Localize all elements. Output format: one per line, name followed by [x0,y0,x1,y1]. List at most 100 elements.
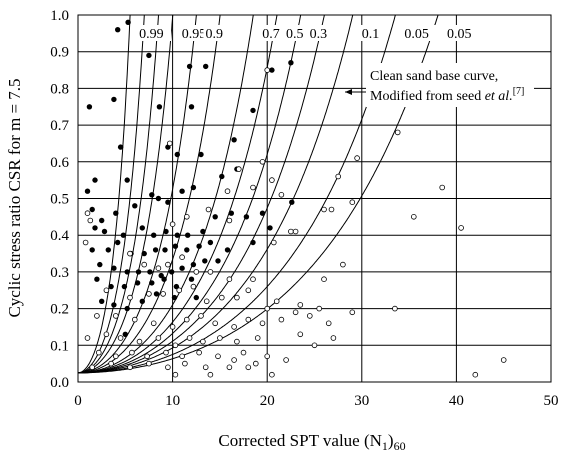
y-tick-label-5: 0.5 [50,192,69,208]
data-points [82,19,507,378]
open-point-7 [278,192,285,198]
curve-label-12: 0.05 [447,27,472,42]
filled-point-8 [188,104,195,110]
filled-point-57 [124,269,130,275]
open-point-80 [311,342,318,349]
open-point-55 [340,261,346,268]
open-point-29 [155,265,162,272]
open-point-34 [226,276,233,283]
filled-point-82 [153,291,160,297]
open-point-40 [176,287,183,294]
open-point-24 [84,210,91,217]
filled-point-56 [111,265,117,271]
filled-point-81 [139,298,145,304]
x-axis-label-sub2: 60 [394,439,406,453]
open-point-66 [259,320,266,327]
open-point-21 [205,206,212,213]
filled-point-53 [196,243,202,249]
open-point-85 [163,349,169,356]
filled-point-32 [101,228,108,235]
open-point-105 [500,357,507,363]
annotation-arrowhead [345,89,352,95]
filled-point-3 [86,104,93,110]
filled-point-6 [186,63,193,70]
y-tick-label-10: 1.0 [50,8,69,24]
open-point-15 [270,239,277,246]
open-point-97 [182,360,188,367]
open-point-53 [392,305,398,312]
open-point-74 [172,342,179,349]
open-point-4 [269,177,275,183]
open-point-64 [231,324,237,330]
open-point-84 [144,353,150,360]
open-point-5 [224,188,231,195]
filled-point-61 [169,269,175,275]
open-point-41 [190,283,197,290]
open-point-39 [160,291,166,297]
open-point-38 [146,291,152,297]
filled-point-29 [219,173,225,180]
annotation-reference: [7] [513,86,525,97]
y-tick-label-6: 0.6 [50,155,69,171]
filled-point-25 [155,195,162,202]
open-point-1 [167,140,173,147]
open-point-33 [207,269,214,275]
filled-point-43 [259,210,266,216]
y-tick-label-4: 0.4 [50,228,69,244]
filled-point-72 [121,283,128,290]
open-point-108 [253,360,259,367]
open-point-59 [150,320,157,327]
x-axis-label: Corrected SPT value (N1)60 [218,431,405,453]
filled-point-21 [99,217,105,224]
open-point-63 [212,320,219,327]
open-point-30 [165,261,171,268]
curve-1 [78,14,145,374]
open-point-91 [283,357,289,363]
probability-curves [78,14,439,374]
open-point-60 [169,324,176,330]
curve-label-bg-4 [203,25,230,41]
open-point-49 [306,313,313,319]
filled-point-24 [149,192,155,198]
filled-point-34 [139,225,145,231]
filled-point-62 [179,265,185,271]
open-point-6 [250,184,256,191]
x-tick-labels: 0 10 20 30 40 50 [74,393,558,409]
open-point-72 [136,338,143,345]
filled-point-60 [158,272,164,279]
filled-point-64 [202,258,208,264]
curve-labels: 0.99 0.95 0.9 0.7 0.5 0.3 0.1 0.05 0.05 [137,25,480,42]
filled-point-58 [135,269,142,275]
open-point-56 [94,313,100,319]
curve-label-10: 0.1 [362,27,380,42]
open-point-83 [129,349,135,356]
filled-point-44 [89,247,95,253]
open-point-2 [259,159,266,165]
open-point-11 [321,206,327,213]
open-point-106 [297,331,304,338]
curve-label-bg-7 [283,25,311,41]
filled-point-13 [231,137,237,143]
curve-label-7: 0.5 [286,27,304,42]
filled-point-27 [179,188,185,194]
filled-point-84 [193,294,199,301]
open-point-58 [132,316,138,323]
y-tick-label-7: 0.7 [50,118,69,134]
x-tick-label-1: 10 [165,393,180,409]
y-tick-labels: 0.0 0.1 0.2 0.3 0.4 0.5 0.6 0.7 0.8 0.9 1.0 [50,8,69,391]
open-point-70 [103,331,110,338]
filled-point-17 [84,188,91,194]
open-point-78 [234,338,240,345]
filled-point-85 [122,331,128,337]
filled-point-14 [250,107,256,114]
x-axis-label-paren: ) [388,431,394,450]
open-point-44 [234,294,240,301]
filled-point-67 [250,239,256,246]
vertical-gridlines [172,15,457,382]
curve-0 [78,14,131,374]
open-point-67 [278,316,285,323]
annotation-background [366,63,534,107]
open-point-71 [117,335,124,341]
y-tick-label-3: 0.3 [50,265,69,281]
